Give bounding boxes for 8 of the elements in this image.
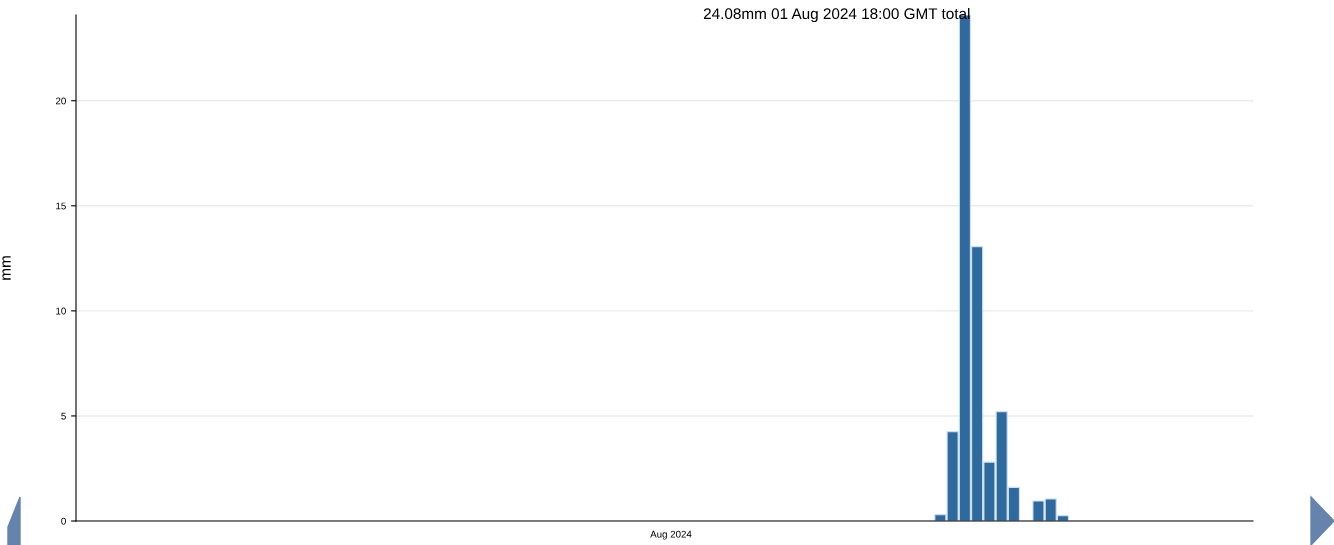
text: Aug 2024 — [650, 530, 692, 540]
y-tick-label: 20 — [55, 97, 66, 105]
y-tick-label: 15 — [56, 202, 66, 210]
y-tick-label: 0 — [61, 517, 66, 525]
y-tick-label: 10 — [56, 307, 66, 315]
y-axis-title: mm — [2, 256, 11, 280]
y-tick-label: 5 — [61, 412, 66, 420]
annotation: 24.08mm 01 Aug 2024 18:00 GMT total — [703, 7, 970, 23]
